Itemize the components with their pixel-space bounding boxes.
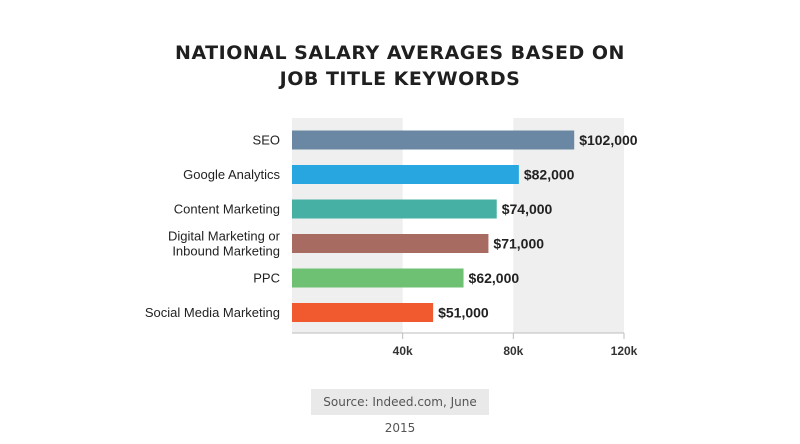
bar: [292, 303, 434, 322]
bar: [292, 268, 464, 288]
bar: [292, 234, 489, 253]
value-label: $102,000: [579, 132, 638, 148]
category-label: Inbound Marketing: [172, 244, 280, 259]
chart-title: NATIONAL SALARY AVERAGES BASED ON JOB TI…: [0, 40, 800, 92]
x-tick-label: 80k: [503, 344, 523, 358]
value-label: $62,000: [469, 270, 520, 286]
bar: [292, 199, 497, 219]
bar: [292, 130, 575, 150]
value-label: $51,000: [438, 305, 489, 321]
value-label: $82,000: [524, 167, 575, 183]
title-line-2: JOB TITLE KEYWORDS: [279, 68, 521, 90]
title-line-1: NATIONAL SALARY AVERAGES BASED ON: [175, 42, 625, 64]
background-band: [292, 118, 403, 333]
category-label: Content Marketing: [174, 202, 280, 217]
category-label: Social Media Marketing: [145, 305, 280, 320]
x-tick-label: 40k: [393, 344, 413, 358]
category-label: PPC: [253, 271, 280, 286]
category-label: SEO: [253, 133, 280, 148]
bar: [292, 165, 519, 184]
x-tick-label: 120k: [611, 344, 638, 358]
value-label: $71,000: [493, 236, 544, 252]
background-band: [513, 118, 624, 333]
category-label: Google Analytics: [183, 167, 280, 182]
value-label: $74,000: [502, 201, 553, 217]
category-label: Digital Marketing or: [168, 229, 281, 244]
source-note: Source: Indeed.com, June 2015: [311, 389, 489, 435]
